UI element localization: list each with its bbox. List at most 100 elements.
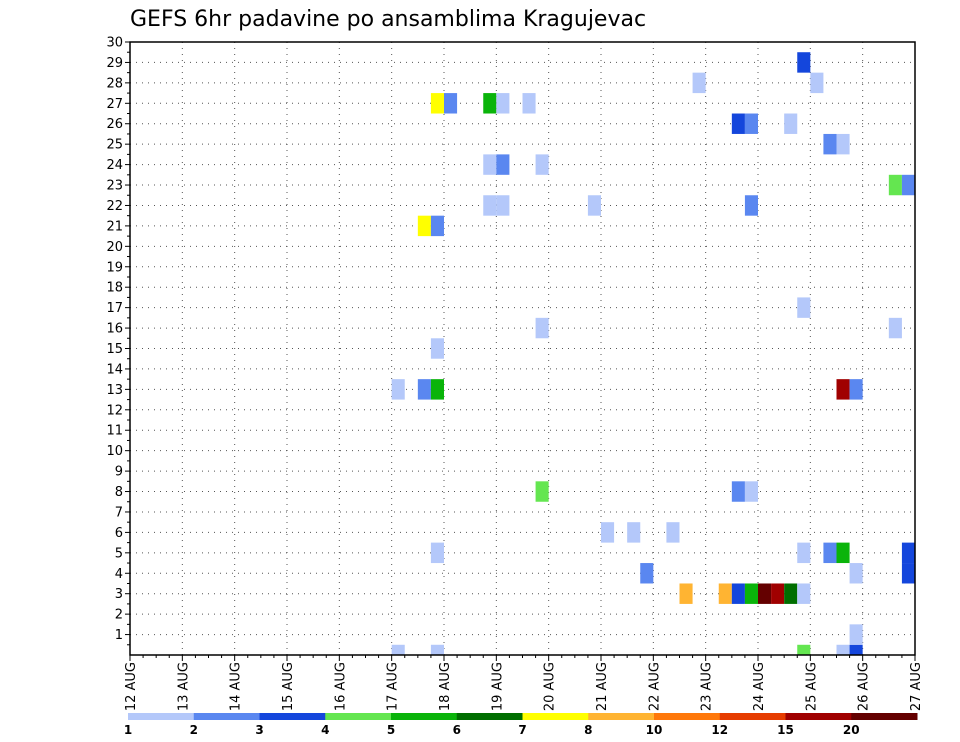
precip-cell xyxy=(483,154,497,175)
legend-label: 3 xyxy=(255,723,263,737)
legend-label: 7 xyxy=(518,723,526,737)
y-tick-label: 30 xyxy=(106,36,123,51)
precip-cell xyxy=(496,154,510,175)
precip-cell xyxy=(797,644,811,655)
legend-label: 4 xyxy=(321,723,329,737)
precip-cell xyxy=(836,644,850,655)
y-tick-label: 29 xyxy=(106,56,123,71)
precip-cell xyxy=(849,644,863,655)
precip-cell xyxy=(836,133,850,155)
precip-cell xyxy=(758,583,772,604)
grid xyxy=(130,42,915,655)
precip-cell xyxy=(797,542,811,564)
precip-cell xyxy=(744,113,758,134)
y-tick-label: 12 xyxy=(106,403,123,418)
precip-cell xyxy=(587,195,601,216)
precip-cell xyxy=(901,174,915,196)
y-tick-label: 22 xyxy=(106,199,123,214)
y-tick-label: 1 xyxy=(115,628,123,643)
precip-cell xyxy=(430,338,444,359)
precip-cell xyxy=(535,481,549,502)
x-tick-label: 23 AUG xyxy=(700,662,715,711)
precip-cell xyxy=(627,522,641,543)
legend-swatch xyxy=(719,713,786,720)
color-legend: 1 2 3 4 5 6 7 8 10 12 15 20 xyxy=(124,713,918,737)
precip-cell xyxy=(744,481,758,502)
legend-label: 20 xyxy=(843,723,860,737)
legend-label: 12 xyxy=(711,723,728,737)
x-tick-label: 13 AUG xyxy=(176,662,191,711)
y-tick-label: 9 xyxy=(115,465,123,480)
y-tick-label: 18 xyxy=(106,281,123,296)
y-tick-label: 3 xyxy=(115,587,123,602)
legend-swatch xyxy=(654,713,721,720)
precip-cell xyxy=(784,113,798,134)
precip-cell xyxy=(744,195,758,216)
x-tick-label: 18 AUG xyxy=(438,662,453,711)
precip-cell xyxy=(784,583,798,604)
axis-ticks: 1234567891011121314151617181920212223242… xyxy=(106,36,924,712)
x-tick-label: 14 AUG xyxy=(229,662,244,711)
legend-label: 6 xyxy=(453,723,461,737)
precip-cell xyxy=(417,379,431,400)
precip-cell xyxy=(836,379,850,400)
precip-cell xyxy=(849,563,863,584)
precip-cell xyxy=(797,297,811,318)
precip-cell xyxy=(444,93,458,114)
precip-cell xyxy=(430,215,444,237)
precip-cell xyxy=(522,93,536,114)
precip-cell xyxy=(430,93,444,114)
precip-cell xyxy=(823,542,837,564)
precip-cell xyxy=(901,563,915,584)
precip-cell xyxy=(888,174,902,196)
precip-cell xyxy=(823,133,837,155)
precip-cell xyxy=(836,542,850,564)
y-tick-label: 27 xyxy=(106,97,123,112)
precip-cell xyxy=(430,644,444,655)
precip-cell xyxy=(679,583,693,604)
precip-cell xyxy=(430,379,444,400)
y-tick-label: 24 xyxy=(106,158,123,173)
x-tick-label: 19 AUG xyxy=(490,662,505,711)
precip-cell xyxy=(496,195,510,216)
precip-cell xyxy=(535,154,549,175)
precip-cell xyxy=(797,52,811,73)
x-tick-label: 27 AUG xyxy=(909,662,924,711)
y-tick-label: 8 xyxy=(115,485,123,500)
precip-cell xyxy=(901,542,915,564)
y-tick-label: 6 xyxy=(115,526,123,541)
x-tick-label: 22 AUG xyxy=(647,662,662,711)
precip-cell xyxy=(601,522,615,543)
legend-swatch xyxy=(325,713,392,720)
precip-cell xyxy=(797,583,811,604)
precip-cell xyxy=(430,542,444,564)
precip-cell xyxy=(417,215,431,237)
y-tick-label: 13 xyxy=(106,383,123,398)
precip-cell xyxy=(483,93,497,114)
data-cells xyxy=(391,52,915,655)
y-tick-label: 17 xyxy=(106,301,123,316)
x-tick-label: 20 AUG xyxy=(543,662,558,711)
y-tick-label: 25 xyxy=(106,138,123,153)
legend-label: 10 xyxy=(646,723,663,737)
precip-cell xyxy=(888,317,902,339)
legend-swatch xyxy=(391,713,458,720)
precip-cell xyxy=(771,583,785,604)
y-tick-label: 7 xyxy=(115,505,123,520)
precip-cell xyxy=(731,113,745,134)
y-tick-label: 28 xyxy=(106,76,123,91)
y-tick-label: 16 xyxy=(106,322,123,337)
legend-label: 2 xyxy=(190,723,198,737)
legend-swatch xyxy=(193,713,260,720)
x-tick-label: 25 AUG xyxy=(804,662,819,711)
y-tick-label: 11 xyxy=(106,424,123,439)
y-tick-label: 4 xyxy=(115,567,123,582)
y-tick-label: 10 xyxy=(106,444,123,459)
y-tick-label: 21 xyxy=(106,219,123,234)
precip-cell xyxy=(535,317,549,339)
x-tick-label: 17 AUG xyxy=(386,662,401,711)
legend-swatch xyxy=(456,713,523,720)
x-tick-label: 26 AUG xyxy=(857,662,872,711)
precip-cell xyxy=(692,72,706,94)
legend-swatch xyxy=(259,713,326,720)
